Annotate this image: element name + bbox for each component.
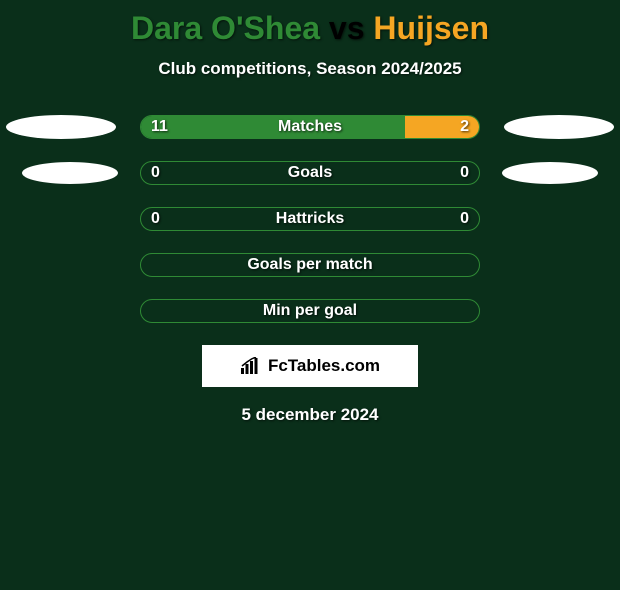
player2-name: Huijsen xyxy=(373,10,489,46)
stat-bar: Min per goal xyxy=(140,299,480,323)
stat-row: Goals per match xyxy=(0,253,620,277)
stat-value-left: 0 xyxy=(151,210,160,228)
stat-value-right: 0 xyxy=(460,210,469,228)
stat-value-left: 11 xyxy=(151,118,168,136)
stat-value-right: 0 xyxy=(460,164,469,182)
player1-name: Dara O'Shea xyxy=(131,10,320,46)
stat-bar: Hattricks 0 0 xyxy=(140,207,480,231)
chart-icon xyxy=(240,357,262,375)
stat-value-left: 0 xyxy=(151,164,160,182)
stat-row: Goals 0 0 xyxy=(0,161,620,185)
stat-label: Matches xyxy=(278,118,342,136)
stat-bar: Goals per match xyxy=(140,253,480,277)
bar-segment-left xyxy=(141,116,405,138)
player-marker-left xyxy=(22,162,118,184)
date-text: 5 december 2024 xyxy=(0,405,620,425)
stat-label: Goals xyxy=(288,164,332,182)
stat-value-right: 2 xyxy=(460,118,469,136)
stat-row: Min per goal xyxy=(0,299,620,323)
attribution-box: FcTables.com xyxy=(202,345,418,387)
stat-row: Hattricks 0 0 xyxy=(0,207,620,231)
stat-label: Goals per match xyxy=(247,256,372,274)
stat-bar: Matches 11 2 xyxy=(140,115,480,139)
comparison-title: Dara O'Shea vs Huijsen xyxy=(0,10,620,47)
stat-bar: Goals 0 0 xyxy=(140,161,480,185)
stat-rows: Matches 11 2 Goals 0 0 Hattricks 0 0 Goals per ma… xyxy=(0,115,620,323)
stat-row: Matches 11 2 xyxy=(0,115,620,139)
player-marker-right xyxy=(504,115,614,139)
vs-text: vs xyxy=(320,10,373,46)
stat-label: Min per goal xyxy=(263,302,357,320)
attribution-text: FcTables.com xyxy=(268,356,380,376)
player-marker-left xyxy=(6,115,116,139)
stat-label: Hattricks xyxy=(276,210,344,228)
player-marker-right xyxy=(502,162,598,184)
subtitle: Club competitions, Season 2024/2025 xyxy=(0,59,620,79)
